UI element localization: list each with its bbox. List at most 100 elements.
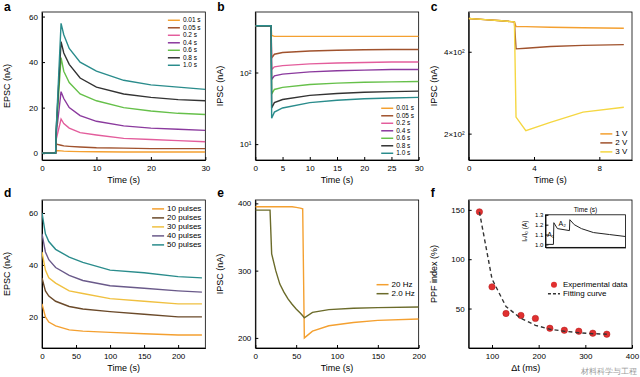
tick-label: 4 <box>532 164 537 173</box>
plot-frame <box>469 200 632 348</box>
legend-entry: 20 Hz <box>377 280 413 289</box>
tick: 20 <box>147 157 156 173</box>
tick: 400 <box>238 199 258 208</box>
series-line <box>469 19 624 131</box>
panel: 01020300204060aTime (s)EPSC (nA)0.01 s0.… <box>2 0 211 185</box>
tick: 15 <box>333 157 342 173</box>
series-line <box>255 210 418 318</box>
legend-label: 0.6 s <box>396 134 411 141</box>
tick-label: 300 <box>238 267 252 276</box>
tick-mark <box>255 203 258 204</box>
y-axis-title: PPF index (%) <box>429 245 439 303</box>
series-line <box>255 26 418 80</box>
plot-frame <box>42 12 205 160</box>
x-axis <box>546 247 626 248</box>
axis-line <box>469 13 470 161</box>
series-line <box>545 220 625 245</box>
tick-label: 100 <box>104 352 118 361</box>
legend-label: 50 pulses <box>167 240 201 249</box>
series-line <box>255 26 418 37</box>
legend-label: 30 pulses <box>167 222 201 231</box>
tick: 5 <box>281 157 286 173</box>
axis-line <box>469 348 632 349</box>
legend-label: 0.05 s <box>183 24 201 31</box>
data-point <box>532 315 538 321</box>
tick-mark <box>151 157 152 160</box>
tick: 40 <box>29 58 45 67</box>
tick-mark <box>469 259 472 260</box>
annotation: A₁ <box>547 231 555 238</box>
x-axis-title: Δt (ms) <box>511 363 540 373</box>
y-axis: 10¹10² <box>240 13 259 161</box>
legend-symbol <box>152 217 164 219</box>
legend-label: 0.8 s <box>183 54 198 61</box>
legend-entry: 1.0 s <box>168 61 198 68</box>
legend-label: 1.0 s <box>183 61 198 68</box>
tick: 10 <box>92 157 101 173</box>
legend-entry: 10 pulses <box>152 204 201 213</box>
axis-line <box>469 201 470 349</box>
panel: 10020030040050100150fΔt (ms)PPF index (%… <box>429 186 640 376</box>
legend: Experimental dataFitting curve <box>548 280 628 298</box>
panel-label: c <box>431 0 438 14</box>
y-axis-title: IPSC (nA) <box>429 66 439 107</box>
legend-entry: 0.01 s <box>168 16 201 23</box>
tick-mark <box>419 345 420 348</box>
panel-label: e <box>217 186 224 200</box>
tick: 4×10² <box>444 48 472 57</box>
tick-label: 20 <box>29 313 38 322</box>
legend-symbol <box>168 20 180 22</box>
plot-area <box>476 209 610 338</box>
tick-label: 2×10² <box>444 130 465 139</box>
tick-label: 20 <box>360 164 369 173</box>
tick-mark <box>632 345 633 348</box>
legend-symbol <box>381 130 393 132</box>
annotation: A₂ <box>559 220 567 227</box>
series-line <box>42 278 202 317</box>
tick: 150 <box>451 206 471 215</box>
tick: 1.2 <box>535 222 548 228</box>
tick-label: 40 <box>29 261 38 270</box>
data-point <box>576 328 582 334</box>
legend-symbol <box>168 35 180 37</box>
tick: 60 <box>29 13 45 22</box>
y-axis: 2×10² 4×10² <box>444 13 472 161</box>
legend-symbol <box>152 244 164 246</box>
series-line <box>42 58 205 154</box>
legend-entry: 30 pulses <box>152 222 201 231</box>
y-axis-title: EPSC (nA) <box>2 252 12 296</box>
tick-label: 40 <box>29 58 38 67</box>
tick: 100 <box>451 255 471 264</box>
series-line <box>42 213 202 278</box>
x-axis-title: Time (s) <box>321 175 354 185</box>
tick-label: 20 <box>29 104 38 113</box>
legend-symbol <box>168 42 180 44</box>
tick: 20 <box>360 157 369 173</box>
legend-label: 10 pulses <box>167 204 201 213</box>
axis-line <box>256 348 419 349</box>
legend-entry: 20 pulses <box>152 213 201 222</box>
legend-label: 0.2 s <box>396 119 411 126</box>
x-axis: 050100150200 <box>254 345 427 361</box>
panel-label: a <box>4 0 11 14</box>
legend-entry: Experimental data <box>551 280 628 289</box>
legend-label: 20 Hz <box>392 280 413 289</box>
legend-label: Experimental data <box>563 280 628 289</box>
legend-entry: Fitting curve <box>548 289 607 298</box>
series-line <box>255 26 418 118</box>
series-line <box>42 23 205 153</box>
tick: 50 <box>292 345 301 361</box>
tick-mark <box>205 157 206 160</box>
tick-label: 15 <box>333 164 342 173</box>
series-line <box>255 26 418 58</box>
x-axis: 048 <box>467 157 633 173</box>
legend-symbol <box>381 123 393 125</box>
tick: 200 <box>238 334 258 343</box>
tick-mark <box>539 345 540 348</box>
tick-label: 60 <box>29 209 38 218</box>
inset: 1.01.11.21.3Time (s)Iₙ/I₀ (A)A₁A₂ <box>521 206 626 248</box>
tick-label: 10¹ <box>240 140 252 149</box>
legend-entry: 2 V <box>600 138 628 147</box>
legend-symbol <box>377 284 389 286</box>
tick-label: 1.3 <box>535 212 544 218</box>
